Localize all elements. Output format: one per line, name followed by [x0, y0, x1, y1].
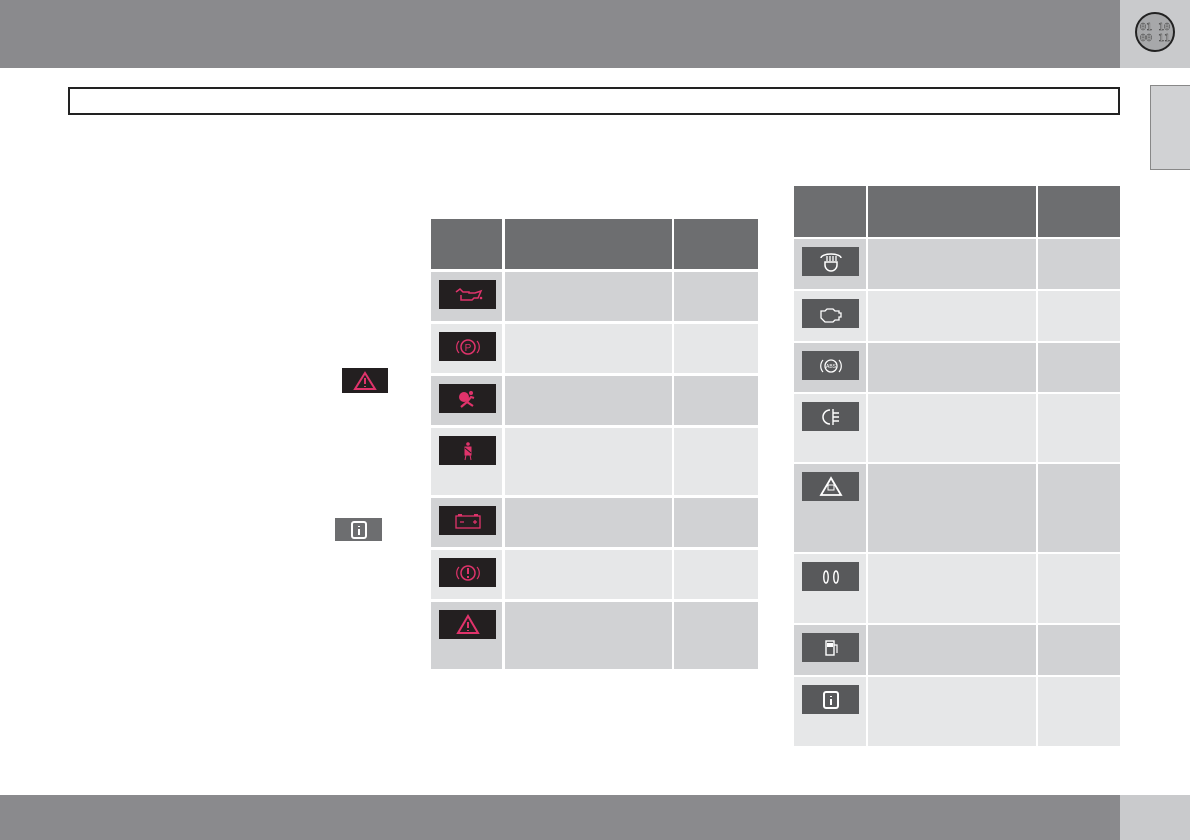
table-cell	[505, 550, 672, 599]
svg-text:P: P	[464, 343, 471, 354]
table-cell	[505, 428, 672, 495]
table-cell	[1038, 625, 1120, 675]
table-cell	[505, 272, 672, 321]
fuel-low-icon	[802, 633, 859, 662]
table-header-cell	[431, 219, 502, 269]
glow-plug-icon	[802, 562, 859, 591]
bottom-bar	[0, 795, 1120, 840]
page-number-box	[1120, 795, 1190, 840]
information-icon	[335, 518, 382, 541]
top-bar	[0, 0, 1120, 68]
seatbelt-reminder-icon	[439, 436, 496, 465]
table-cell	[674, 272, 758, 321]
table-cell	[674, 602, 758, 669]
table-cell	[1038, 394, 1120, 462]
oil-pressure-icon	[439, 280, 496, 309]
table-cell	[1038, 239, 1120, 289]
information-icon	[802, 685, 859, 714]
table-cell	[505, 602, 672, 669]
parking-brake-icon: P	[439, 332, 496, 361]
check-engine-icon	[802, 299, 859, 328]
svg-text:ABS: ABS	[825, 364, 836, 370]
table-header-cell	[868, 186, 1036, 237]
table-cell	[868, 291, 1036, 341]
table-cell	[868, 677, 1036, 746]
warning-triangle-icon	[342, 368, 388, 393]
abs-icon: ABS	[802, 351, 859, 380]
battery-charging-icon	[439, 506, 496, 535]
table-cell	[674, 428, 758, 495]
table-cell	[674, 498, 758, 547]
table-cell	[674, 550, 758, 599]
airbag-icon	[439, 384, 496, 413]
table-header-cell	[674, 219, 758, 269]
table-cell	[1038, 677, 1120, 746]
section-title-box	[68, 87, 1120, 115]
table-cell	[1038, 291, 1120, 341]
table-cell	[1038, 343, 1120, 392]
table-cell	[505, 376, 672, 425]
rear-fog-light-icon	[802, 402, 859, 431]
warning-triangle-icon	[439, 610, 496, 639]
table-header-cell	[1038, 186, 1120, 237]
towbar-icon	[802, 247, 859, 276]
table-cell	[1038, 464, 1120, 552]
table-cell	[868, 464, 1036, 552]
table-header-cell	[505, 219, 672, 269]
table-header-cell	[794, 186, 866, 237]
table-cell	[868, 343, 1036, 392]
table-cell	[674, 324, 758, 373]
table-cell	[674, 376, 758, 425]
table-cell	[505, 498, 672, 547]
table-cell	[505, 324, 672, 373]
side-tab[interactable]	[1150, 85, 1190, 170]
table-cell	[868, 394, 1036, 462]
chapter-badge-logo: 01 10 00 11	[1135, 12, 1175, 52]
table-cell	[868, 625, 1036, 675]
brake-failure-icon	[439, 558, 496, 587]
table-cell	[868, 239, 1036, 289]
table-cell	[868, 554, 1036, 623]
table-cell	[1038, 554, 1120, 623]
stability-control-icon	[802, 472, 859, 501]
